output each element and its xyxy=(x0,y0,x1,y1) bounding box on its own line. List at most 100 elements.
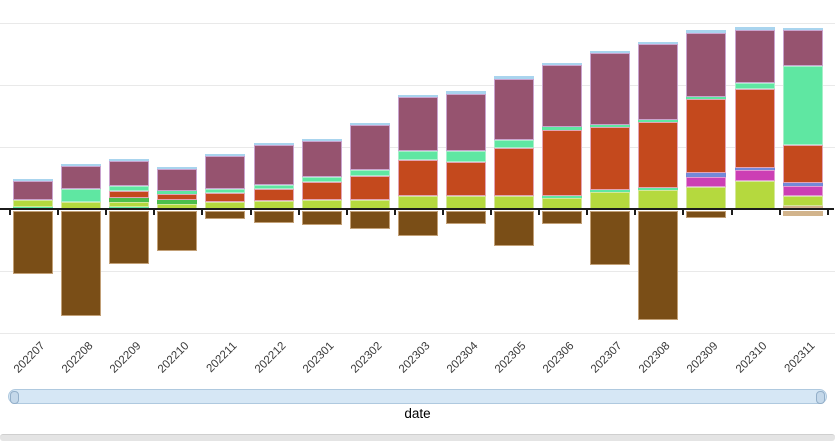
segment-red[interactable] xyxy=(253,189,294,201)
segment-springgreen[interactable] xyxy=(349,170,390,176)
segment-purple[interactable] xyxy=(397,97,438,151)
segment-springgreen[interactable] xyxy=(397,151,438,160)
segment-purple[interactable] xyxy=(349,125,390,170)
segment-springgreen[interactable] xyxy=(253,185,294,189)
segment-purple[interactable] xyxy=(61,166,102,189)
segment-purple[interactable] xyxy=(494,79,534,140)
bar-202310[interactable] xyxy=(734,0,775,441)
segment-yellowgreen[interactable] xyxy=(157,204,198,209)
segment-lightblue_cap[interactable] xyxy=(301,139,342,141)
bar-202303[interactable] xyxy=(397,0,438,441)
segment-yellowgreen[interactable] xyxy=(445,196,486,209)
segment-lightblue_cap[interactable] xyxy=(638,42,679,44)
bar-202212[interactable] xyxy=(253,0,294,441)
segment-blue[interactable] xyxy=(734,168,775,170)
segment-blue[interactable] xyxy=(686,173,727,177)
segment-red[interactable] xyxy=(590,127,631,190)
segment-red[interactable] xyxy=(445,162,486,196)
bar-202302[interactable] xyxy=(349,0,390,441)
segment-yellowgreen[interactable] xyxy=(253,201,294,209)
bar-202308[interactable] xyxy=(638,0,679,441)
segment-lightblue_cap[interactable] xyxy=(686,30,727,33)
segment-lightblue_cap[interactable] xyxy=(61,164,102,166)
segment-springgreen[interactable] xyxy=(205,189,246,193)
segment-purple[interactable] xyxy=(13,181,53,200)
segment-negative-brown[interactable] xyxy=(61,211,102,316)
bar-202211[interactable] xyxy=(205,0,246,441)
segment-red[interactable] xyxy=(686,99,727,173)
segment-lightblue_cap[interactable] xyxy=(157,167,198,169)
segment-purple[interactable] xyxy=(542,65,583,127)
segment-yellowgreen[interactable] xyxy=(301,200,342,209)
segment-springgreen[interactable] xyxy=(638,120,679,122)
segment-purple[interactable] xyxy=(734,30,775,83)
segment-yellowgreen[interactable] xyxy=(782,196,823,206)
bar-202306[interactable] xyxy=(542,0,583,441)
segment-purple[interactable] xyxy=(205,156,246,189)
segment-springgreen[interactable] xyxy=(638,188,679,190)
segment-springgreen[interactable] xyxy=(301,177,342,182)
segment-lightblue_cap[interactable] xyxy=(13,179,53,181)
bar-202304[interactable] xyxy=(445,0,486,441)
segment-purple[interactable] xyxy=(157,169,198,191)
segment-yellowgreen[interactable] xyxy=(686,187,727,209)
segment-lightblue_cap[interactable] xyxy=(590,51,631,53)
segment-negative-brown[interactable] xyxy=(590,211,631,265)
segment-purple[interactable] xyxy=(638,44,679,120)
segment-yellowgreen[interactable] xyxy=(397,196,438,209)
segment-yellowgreen[interactable] xyxy=(590,192,631,209)
segment-negative-brown[interactable] xyxy=(445,211,486,224)
scrollbar-left-handle[interactable] xyxy=(10,391,19,404)
bar-202208[interactable] xyxy=(61,0,102,441)
segment-yellowgreen[interactable] xyxy=(61,202,102,209)
segment-red[interactable] xyxy=(397,160,438,196)
segment-yellowgreen[interactable] xyxy=(205,202,246,209)
segment-negative-brown[interactable] xyxy=(542,211,583,224)
bar-202307[interactable] xyxy=(590,0,631,441)
segment-negative-brown[interactable] xyxy=(13,211,53,274)
date-range-scrollbar[interactable] xyxy=(8,389,827,404)
segment-red[interactable] xyxy=(542,130,583,196)
segment-yellowgreen[interactable] xyxy=(13,200,53,207)
segment-lightblue_cap[interactable] xyxy=(782,28,823,30)
segment-negative-brown[interactable] xyxy=(349,211,390,229)
segment-yellowgreen[interactable] xyxy=(734,181,775,209)
segment-purple[interactable] xyxy=(445,94,486,151)
segment-negative-brown[interactable] xyxy=(301,211,342,225)
segment-negative-brown[interactable] xyxy=(638,211,679,320)
segment-springgreen[interactable] xyxy=(61,189,102,202)
segment-springgreen[interactable] xyxy=(542,127,583,130)
bar-202305[interactable] xyxy=(494,0,534,441)
segment-lightblue_cap[interactable] xyxy=(734,27,775,30)
segment-springgreen[interactable] xyxy=(109,186,150,191)
segment-red[interactable] xyxy=(638,122,679,188)
segment-purple[interactable] xyxy=(109,161,150,186)
segment-springgreen[interactable] xyxy=(445,151,486,162)
segment-negative-brown[interactable] xyxy=(157,211,198,251)
segment-purple[interactable] xyxy=(590,53,631,125)
segment-springgreen[interactable] xyxy=(734,83,775,89)
segment-purple[interactable] xyxy=(686,33,727,97)
segment-lightblue_cap[interactable] xyxy=(494,76,534,79)
segment-green[interactable] xyxy=(157,200,198,204)
segment-lightblue_cap[interactable] xyxy=(253,143,294,145)
segment-green[interactable] xyxy=(109,198,150,202)
scrollbar-right-handle[interactable] xyxy=(816,391,825,404)
segment-springgreen[interactable] xyxy=(782,66,823,145)
segment-tan[interactable] xyxy=(782,206,823,209)
segment-purple[interactable] xyxy=(782,30,823,66)
segment-yellowgreen[interactable] xyxy=(638,190,679,209)
segment-springgreen[interactable] xyxy=(542,196,583,198)
bar-202309[interactable] xyxy=(686,0,727,441)
segment-lightblue_cap[interactable] xyxy=(205,154,246,156)
segment-yellowgreen[interactable] xyxy=(349,200,390,209)
segment-negative-brown[interactable] xyxy=(109,211,150,264)
segment-negative-tan[interactable] xyxy=(782,211,823,216)
segment-magenta[interactable] xyxy=(686,177,727,187)
segment-magenta[interactable] xyxy=(782,186,823,196)
segment-springgreen[interactable] xyxy=(590,125,631,127)
segment-springgreen[interactable] xyxy=(494,140,534,148)
segment-lightblue_cap[interactable] xyxy=(397,95,438,97)
segment-negative-brown[interactable] xyxy=(397,211,438,236)
segment-yellowgreen[interactable] xyxy=(542,198,583,209)
